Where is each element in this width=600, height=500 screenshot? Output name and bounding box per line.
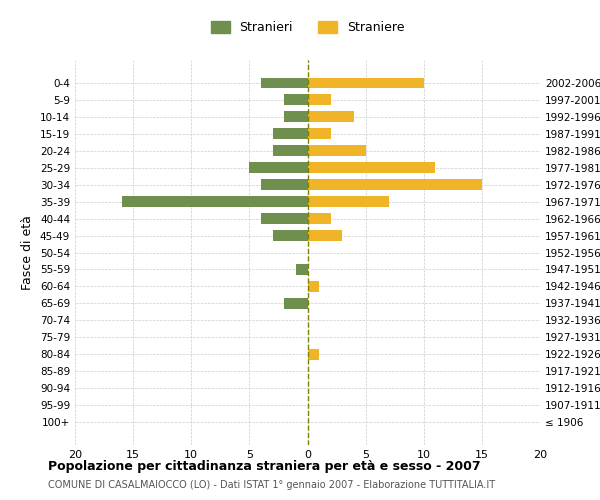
Bar — [250, 162, 308, 172]
Bar — [272, 128, 308, 138]
Bar — [308, 128, 331, 138]
Bar — [308, 282, 319, 292]
Bar — [308, 146, 365, 156]
Bar — [308, 112, 354, 122]
Bar — [308, 78, 424, 88]
Bar — [272, 146, 308, 156]
Bar — [284, 112, 308, 122]
Bar — [261, 180, 308, 190]
Bar — [308, 180, 482, 190]
Legend: Stranieri, Straniere: Stranieri, Straniere — [206, 16, 409, 39]
Bar — [308, 162, 436, 172]
Bar — [284, 94, 308, 104]
Text: COMUNE DI CASALMAIOCCO (LO) - Dati ISTAT 1° gennaio 2007 - Elaborazione TUTTITAL: COMUNE DI CASALMAIOCCO (LO) - Dati ISTAT… — [48, 480, 495, 490]
Bar — [308, 214, 331, 224]
Text: Popolazione per cittadinanza straniera per età e sesso - 2007: Popolazione per cittadinanza straniera p… — [48, 460, 481, 473]
Bar — [308, 94, 331, 104]
Bar — [272, 230, 308, 240]
Y-axis label: Fasce di età: Fasce di età — [22, 215, 34, 290]
Bar — [308, 350, 319, 360]
Bar — [296, 264, 308, 274]
Bar — [261, 214, 308, 224]
Bar — [308, 196, 389, 206]
Bar — [121, 196, 308, 206]
Bar — [284, 298, 308, 308]
Bar — [261, 78, 308, 88]
Bar — [308, 230, 343, 240]
